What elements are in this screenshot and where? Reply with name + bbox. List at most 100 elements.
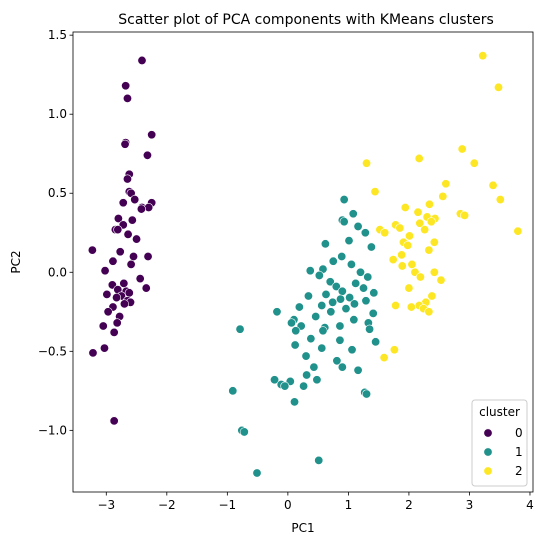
data-point-cluster-2 [424,245,434,255]
y-tick-label: −0.5 [38,344,67,358]
data-point-cluster-1 [337,362,347,372]
data-point-cluster-2 [414,153,424,163]
data-point-cluster-0 [123,229,133,239]
data-point-cluster-1 [366,242,376,252]
data-point-cluster-1 [361,296,371,306]
data-point-cluster-2 [415,218,425,228]
legend-label-1: 1 [515,445,523,459]
data-point-cluster-1 [320,239,330,249]
data-point-cluster-1 [325,277,335,287]
data-point-cluster-0 [109,327,119,337]
data-point-cluster-2 [397,250,407,260]
data-point-cluster-1 [291,326,301,336]
chart-title: Scatter plot of PCA components with KMea… [118,12,494,28]
legend-box [471,399,528,487]
data-point-cluster-2 [391,300,401,310]
data-point-cluster-1 [302,370,312,380]
data-point-cluster-2 [429,237,439,247]
y-axis-label: PC2 [9,250,23,273]
data-point-cluster-0 [143,251,153,261]
data-point-cluster-2 [403,240,413,250]
x-tick-label: 1 [345,498,353,512]
x-axis-label: PC1 [291,521,314,535]
data-point-cluster-0 [120,139,130,149]
data-point-cluster-1 [311,312,321,322]
data-point-cluster-0 [103,307,113,317]
data-point-cluster-0 [124,288,134,298]
legend-marker-0 [483,428,493,438]
plot-frame [72,31,534,493]
data-point-cluster-0 [136,204,146,214]
data-point-cluster-0 [87,245,97,255]
data-point-cluster-0 [132,234,142,244]
legend: cluster 0 1 2 [471,399,528,487]
data-point-cluster-1 [321,289,331,299]
data-point-cluster-2 [400,202,410,212]
data-point-cluster-1 [345,293,355,303]
data-point-cluster-0 [130,195,140,205]
data-point-cluster-2 [441,179,451,189]
data-point-cluster-0 [99,343,109,353]
data-point-cluster-1 [349,315,359,325]
data-point-cluster-2 [370,187,380,197]
data-point-cluster-1 [314,455,324,465]
data-point-cluster-1 [371,337,381,347]
x-tick-label: 4 [526,498,534,512]
data-point-cluster-2 [404,283,414,293]
data-point-cluster-1 [252,468,262,478]
y-tick-label: 1.5 [48,28,67,42]
data-point-cluster-1 [306,334,316,344]
data-point-cluster-2 [405,231,415,241]
axis-ticks: −3 −2 −1 0 1 2 3 4 −1.0 −0.5 0.0 0.5 1.0 1.5 [38,28,534,512]
data-point-cluster-1 [290,340,300,350]
data-point-cluster-1 [339,195,349,205]
data-point-cluster-1 [299,381,309,391]
data-point-cluster-1 [369,288,379,298]
data-point-cluster-1 [305,266,315,276]
data-point-cluster-1 [348,209,358,219]
data-point-cluster-1 [355,267,365,277]
x-tick-label: −3 [97,498,115,512]
x-tick-label: −2 [158,498,176,512]
y-tick-label: 0.5 [48,186,67,200]
data-point-cluster-1 [335,321,345,331]
data-point-cluster-0 [119,299,129,309]
data-point-cluster-2 [395,223,405,233]
legend-marker-2 [483,466,493,476]
data-point-cluster-2 [436,275,446,285]
data-point-cluster-1 [303,291,313,301]
data-point-cluster-2 [424,307,434,317]
data-point-cluster-2 [493,82,503,92]
data-point-cluster-2 [388,255,398,265]
data-point-cluster-0 [100,266,110,276]
data-point-cluster-0 [135,274,145,284]
data-point-cluster-0 [98,321,108,331]
data-point-cluster-2 [460,210,470,220]
y-tick-label: 0.0 [48,265,67,279]
data-point-cluster-2 [380,228,390,238]
data-point-cluster-2 [389,345,399,355]
data-point-cluster-1 [346,259,356,269]
data-point-cluster-0 [122,93,132,103]
data-points [87,51,523,478]
data-point-cluster-2 [406,302,416,312]
data-point-cluster-1 [339,217,349,227]
data-point-cluster-0 [109,416,119,426]
data-point-cluster-0 [129,251,139,261]
data-point-cluster-1 [309,362,319,372]
data-point-cluster-0 [102,289,112,299]
data-point-cluster-1 [353,365,363,375]
data-point-cluster-1 [317,300,327,310]
legend-label-0: 0 [515,426,523,440]
y-tick-label: 1.0 [48,107,67,121]
data-point-cluster-0 [137,55,147,65]
data-point-cluster-0 [144,202,154,212]
x-tick-label: 0 [284,498,292,512]
data-point-cluster-1 [317,343,327,353]
data-point-cluster-1 [344,236,354,246]
data-point-cluster-1 [335,335,345,345]
data-point-cluster-1 [286,318,296,328]
data-point-cluster-2 [495,195,505,205]
data-point-cluster-1 [239,427,249,437]
